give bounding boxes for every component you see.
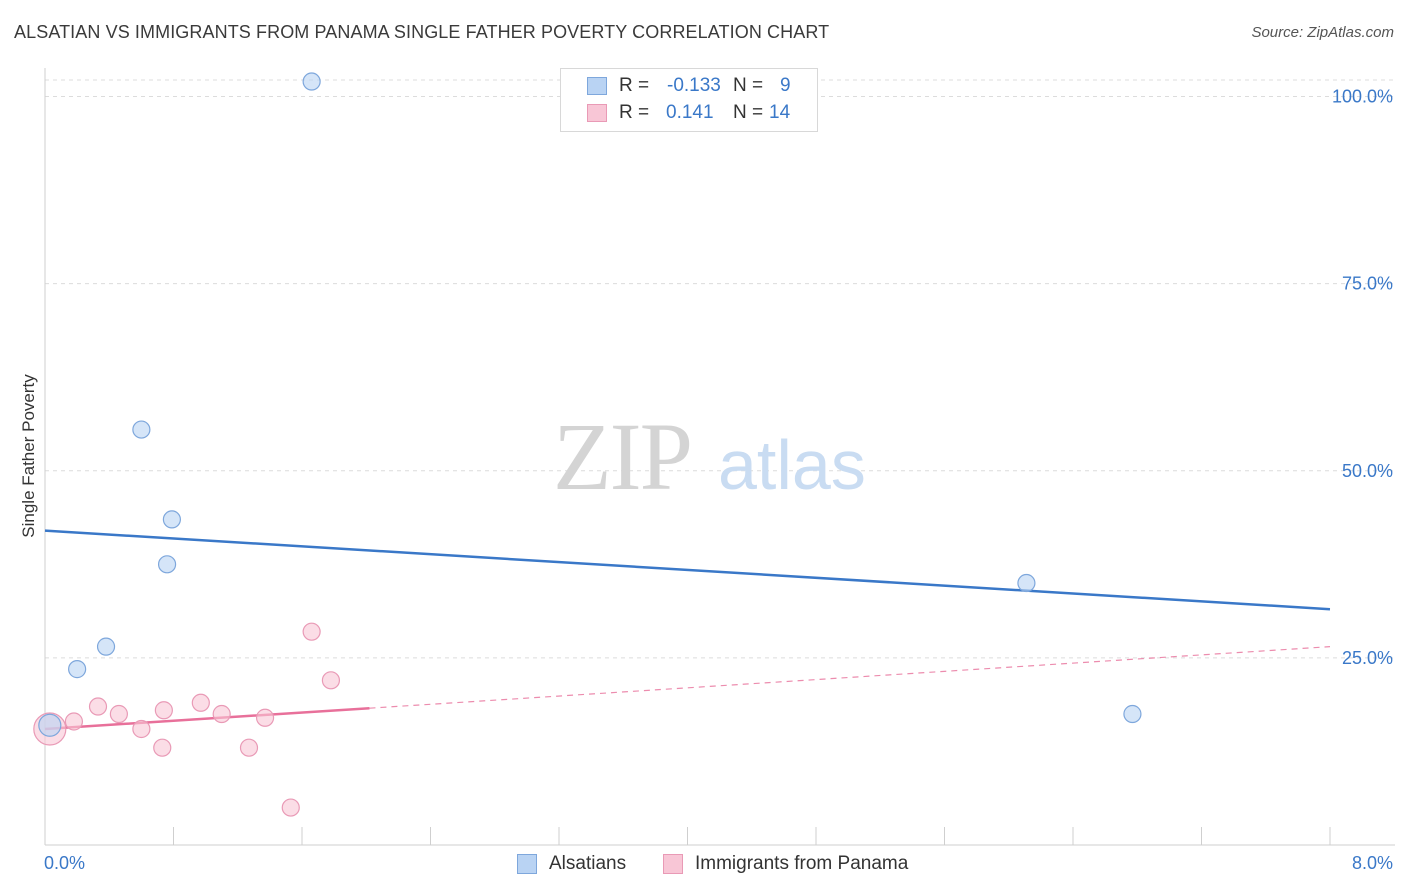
point-panama [212,704,231,724]
legend-swatch-blue [587,77,607,95]
data-points [33,72,1142,817]
legend-r-label: R = [619,75,650,96]
point-alsatians [1017,573,1036,593]
point-panama [132,719,151,739]
legend-n-label: N = [733,102,764,123]
point-alsatians [302,72,321,91]
trend-line-alsatians [44,529,1331,611]
point-alsatians [38,713,62,737]
point-alsatians [162,510,181,529]
point-panama [154,701,173,720]
chart-title: ALSATIAN VS IMMIGRANTS FROM PANAMA SINGL… [14,22,830,42]
legend-r-value: 0.141 [666,102,714,123]
bottom-legend-swatch-blue [517,854,537,874]
point-panama [255,708,275,727]
bottom-legend-label: Immigrants from Panama [695,853,909,874]
y-axis-label: Single Father Poverty [19,374,38,538]
x-tick-label: 0.0% [44,853,85,873]
point-alsatians [96,637,116,656]
source-label: Source: ZipAtlas.com [1251,24,1394,41]
legend-r-value: -0.133 [667,75,721,96]
point-alsatians [1123,704,1142,724]
trend-line-panama-dashed [369,646,1331,709]
bottom-legend-alsatians: Alsatians [517,853,626,875]
watermark-atlas: atlas [718,426,866,504]
bottom-legend-swatch-pink [663,854,683,874]
legend-n-value: 14 [769,102,791,123]
y-tick-label: 50.0% [1342,461,1393,481]
point-panama [321,671,341,690]
trend-lines [44,529,1331,731]
y-tick-label: 75.0% [1342,274,1393,294]
trend-line-panama [44,706,370,731]
legend-n-value: 9 [780,75,791,96]
watermark-zip: ZIP [553,403,691,510]
y-tick-label: 25.0% [1342,648,1393,668]
point-panama [281,798,300,817]
point-panama [88,697,108,716]
bottom-legend-panama: Immigrants from Panama [663,853,908,875]
legend-r-label: R = [619,102,650,123]
point-alsatians [132,420,151,439]
point-panama [64,712,84,731]
legend-n-label: N = [733,75,764,96]
point-panama [191,693,210,712]
y-tick-label: 100.0% [1332,87,1393,107]
legend-swatch-pink [587,104,607,122]
axes [44,68,1395,846]
point-panama [153,738,172,757]
point-panama [239,738,259,757]
watermark: ZIP atlas [553,403,866,510]
point-alsatians [157,555,177,574]
x-tick-label: 8.0% [1352,853,1393,873]
legend: R = -0.133 N = 9 R = 0.141 N = 14 [560,68,818,132]
bottom-legend-label: Alsatians [549,853,627,874]
point-panama [109,704,128,724]
point-alsatians [68,660,87,679]
point-panama [302,622,321,641]
tick-labels: 25.0% 50.0% 75.0% 100.0% 0.0% 8.0% [44,87,1393,874]
